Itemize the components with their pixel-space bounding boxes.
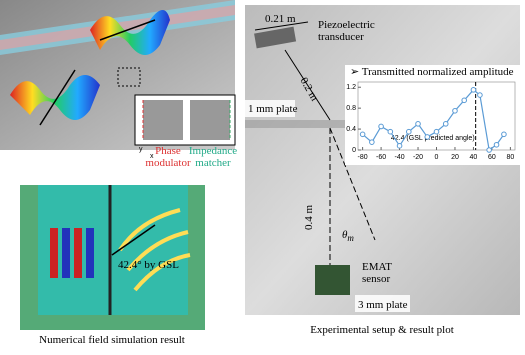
theta: θm: [342, 229, 354, 243]
point: [461, 97, 468, 104]
axis-label: y: [139, 146, 143, 153]
x-tick-label: 40: [470, 154, 478, 161]
dim-label: 0.4 m: [303, 205, 315, 231]
point: [486, 147, 492, 153]
sim-field: [38, 185, 188, 315]
transducer-label: Piezoelectric transducer: [318, 19, 375, 43]
point: [452, 107, 458, 114]
wave-render: [10, 75, 100, 120]
point: [415, 121, 421, 127]
label-bg: [245, 100, 295, 117]
y-tick-label: 0: [352, 147, 356, 154]
point: [369, 139, 375, 145]
impedance-label: Impedance matcher: [189, 145, 237, 169]
sensor-label: EMAT sensor: [362, 261, 392, 285]
caption: Numerical field simulation result: [39, 334, 185, 346]
point: [405, 128, 412, 135]
x-tick-label: -80: [358, 154, 368, 161]
cell: [190, 100, 230, 140]
point: [470, 87, 477, 93]
transducer: [254, 26, 297, 49]
point: [442, 121, 449, 127]
arrow: [111, 224, 156, 256]
sim-waves: [50, 208, 191, 292]
emat: [315, 265, 350, 295]
x-tick-label: 80: [506, 154, 514, 161]
point: [424, 134, 431, 140]
inset-chart: ➢ Transmitted normalized amplitude 0 0.4 0.…: [346, 66, 516, 161]
plate-label: 1 mm plate: [248, 103, 298, 115]
point: [501, 131, 507, 138]
phase-label: Phase modulator: [145, 145, 191, 169]
point: [378, 123, 384, 130]
dim-label: 0.21 m: [265, 13, 296, 25]
x-tick-label: 0: [435, 154, 439, 161]
x-tick-label: -20: [413, 154, 423, 161]
theta-sub: m: [347, 233, 354, 243]
x-tick-label: 60: [488, 154, 496, 161]
y-tick-label: 0.4: [346, 126, 356, 133]
arrow: [39, 69, 76, 126]
point: [493, 141, 500, 148]
sim-annotation: 42.4° by GSL: [118, 259, 179, 271]
label-bg: [355, 295, 410, 312]
arrow: [99, 19, 156, 41]
dim-line: [284, 49, 331, 121]
caption: Experimental setup & result plot: [310, 324, 454, 336]
point: [359, 131, 366, 138]
angle-line: [329, 127, 376, 241]
x-tick-label: -60: [376, 154, 386, 161]
axis-label: x: [150, 153, 154, 160]
x-tick-label: -40: [394, 154, 404, 161]
theta-sym: θ: [342, 229, 348, 241]
point: [433, 128, 440, 135]
point: [387, 128, 394, 135]
y-tick-label: 1.2: [346, 84, 356, 91]
legend: ➢ Transmitted normalized amplitude: [350, 66, 514, 78]
gsl-annotation: 42.4 (GSL predicted angle): [391, 135, 475, 142]
point: [396, 143, 403, 149]
plate-label: 3 mm plate: [358, 299, 408, 311]
point: [477, 92, 483, 98]
cell: [143, 100, 183, 140]
dim-line: [254, 21, 309, 31]
x-tick-label: 20: [451, 154, 459, 161]
y-tick-label: 0.8: [346, 105, 356, 112]
